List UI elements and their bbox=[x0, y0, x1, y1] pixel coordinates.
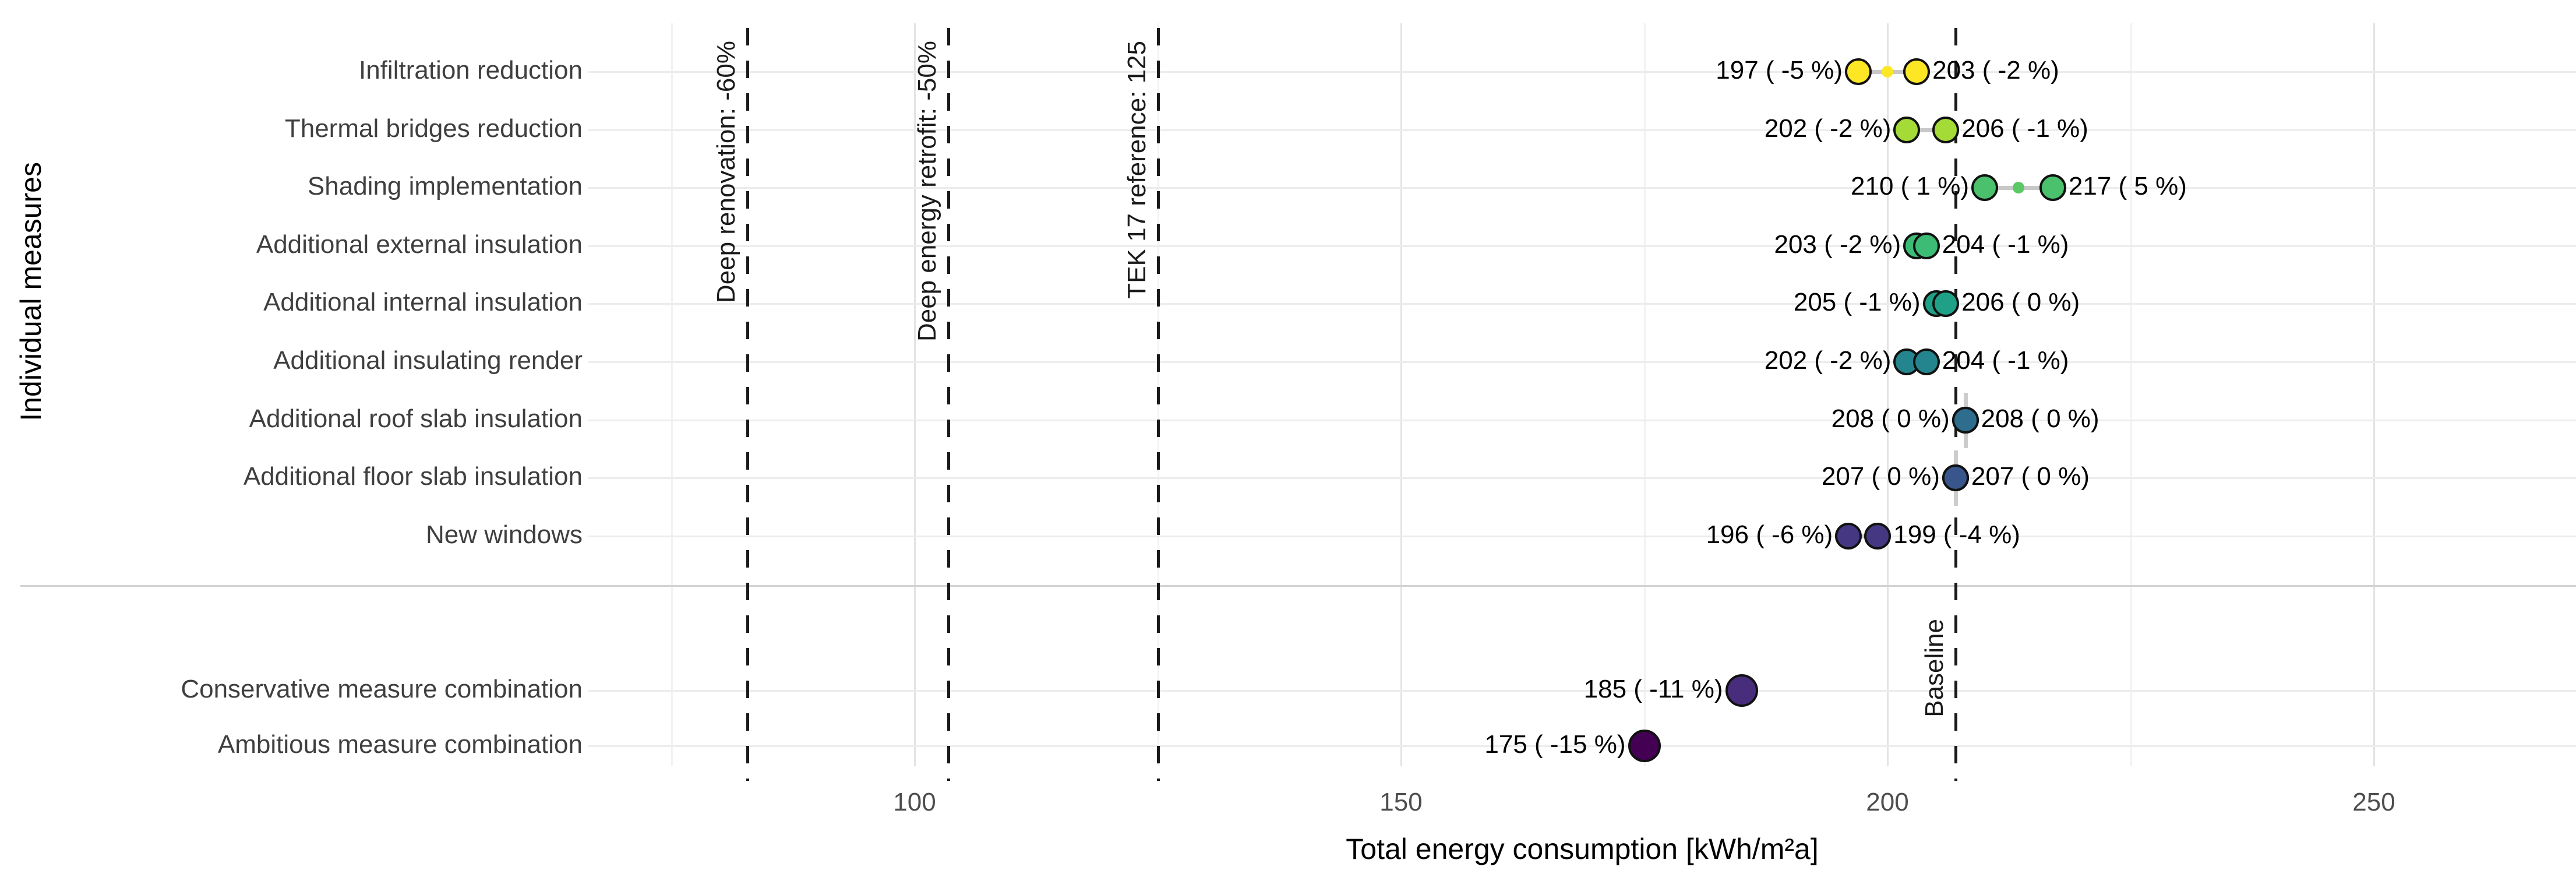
row-gridline bbox=[588, 129, 2576, 131]
category-label: Infiltration reduction bbox=[359, 56, 583, 84]
category-label: Additional roof slab insulation bbox=[249, 404, 583, 433]
row-gridline bbox=[588, 535, 2576, 537]
row-gridline bbox=[588, 245, 2576, 247]
value-label: 205 ( -1 %) bbox=[1793, 288, 1921, 317]
category-label: Shading implementation bbox=[307, 172, 583, 201]
category-label: Additional external insulation bbox=[256, 230, 583, 259]
data-point bbox=[1893, 116, 1921, 143]
x-axis-title: Total energy consumption [kWh/m²a] bbox=[1346, 833, 1819, 865]
reference-line bbox=[947, 28, 951, 781]
value-label: 185 ( -11 %) bbox=[1583, 675, 1723, 703]
row-gridline bbox=[588, 71, 2576, 73]
value-label: 217 ( 5 %) bbox=[2068, 172, 2187, 201]
connector-line bbox=[1907, 128, 1946, 132]
value-label: 175 ( -15 %) bbox=[1484, 730, 1626, 759]
value-label: 207 ( 0 %) bbox=[1971, 462, 2090, 491]
x-tick-label: 100 bbox=[893, 788, 936, 816]
x-gridline-150 bbox=[1400, 23, 1402, 766]
x-gridline-250 bbox=[2373, 23, 2375, 766]
reference-line-label: Deep energy retrofit: -50% bbox=[913, 41, 942, 342]
data-point bbox=[1932, 290, 1960, 318]
reference-line-label: Baseline bbox=[1919, 619, 1949, 717]
data-point bbox=[1725, 674, 1758, 707]
value-label: 196 ( -6 %) bbox=[1706, 520, 1833, 549]
category-label: New windows bbox=[426, 520, 583, 549]
value-label: 206 ( 0 %) bbox=[1961, 288, 2080, 317]
row-gridline bbox=[588, 303, 2576, 305]
data-point bbox=[1835, 522, 1862, 550]
value-label: 203 ( -2 %) bbox=[1932, 56, 2059, 84]
category-label: Thermal bridges reduction bbox=[284, 114, 583, 143]
x-tick-label: 200 bbox=[1866, 788, 1909, 816]
reference-line-label: Deep renovation: -60% bbox=[711, 41, 740, 304]
data-point bbox=[1912, 232, 1940, 259]
data-point-mid bbox=[2013, 182, 2025, 194]
reference-line bbox=[1954, 28, 1957, 781]
data-point bbox=[1864, 522, 1892, 550]
row-gridline bbox=[588, 187, 2576, 189]
data-point bbox=[1912, 348, 1940, 375]
row-gridline bbox=[588, 361, 2576, 363]
row-gridline bbox=[588, 419, 2576, 421]
connector-line bbox=[1848, 534, 1878, 538]
data-point bbox=[1971, 174, 1998, 202]
category-label: Ambitious measure combination bbox=[217, 730, 583, 759]
x-tick-label: 150 bbox=[1379, 788, 1423, 816]
x-minor-gridline-175 bbox=[1643, 23, 1646, 766]
value-label: 202 ( -2 %) bbox=[1764, 346, 1892, 375]
data-point bbox=[1844, 58, 1872, 85]
value-label: 206 ( -1 %) bbox=[1961, 114, 2088, 143]
value-label: 208 ( 0 %) bbox=[1831, 404, 1950, 433]
row-gridline bbox=[588, 745, 2576, 747]
value-label: 210 ( 1 %) bbox=[1851, 172, 1969, 201]
data-point bbox=[1942, 464, 1969, 492]
value-label: 204 ( -1 %) bbox=[1942, 230, 2069, 259]
value-label: 199 ( -4 %) bbox=[1893, 520, 2020, 549]
category-label: Additional insulating render bbox=[273, 346, 583, 375]
reference-line-label: TEK 17 reference: 125 bbox=[1122, 41, 1151, 299]
value-label: 202 ( -2 %) bbox=[1764, 114, 1892, 143]
x-minor-gridline-75 bbox=[671, 23, 673, 766]
category-label: Additional internal insulation bbox=[263, 288, 583, 317]
reference-line bbox=[746, 28, 749, 781]
row-gridline bbox=[588, 690, 2576, 692]
data-point bbox=[1932, 116, 1960, 143]
value-label: 197 ( -5 %) bbox=[1716, 56, 1843, 84]
data-point bbox=[1952, 406, 1979, 434]
panel-divider bbox=[20, 585, 2576, 587]
category-label: Additional floor slab insulation bbox=[243, 462, 583, 491]
data-point bbox=[2039, 174, 2066, 202]
value-label: 204 ( -1 %) bbox=[1942, 346, 2069, 375]
value-label: 203 ( -2 %) bbox=[1774, 230, 1901, 259]
data-point bbox=[1628, 730, 1661, 762]
x-gridline-100 bbox=[914, 23, 916, 766]
data-point bbox=[1903, 58, 1931, 85]
x-gridline-200 bbox=[1887, 23, 1889, 766]
x-minor-gridline-225 bbox=[2130, 23, 2132, 766]
reference-line bbox=[1156, 28, 1160, 781]
x-tick-label: 250 bbox=[2352, 788, 2395, 816]
value-label: 207 ( 0 %) bbox=[1821, 462, 1940, 491]
category-label: Conservative measure combination bbox=[181, 675, 583, 703]
data-point-mid bbox=[1882, 66, 1893, 78]
row-gridline bbox=[588, 477, 2576, 480]
value-label: 208 ( 0 %) bbox=[1981, 404, 2099, 433]
